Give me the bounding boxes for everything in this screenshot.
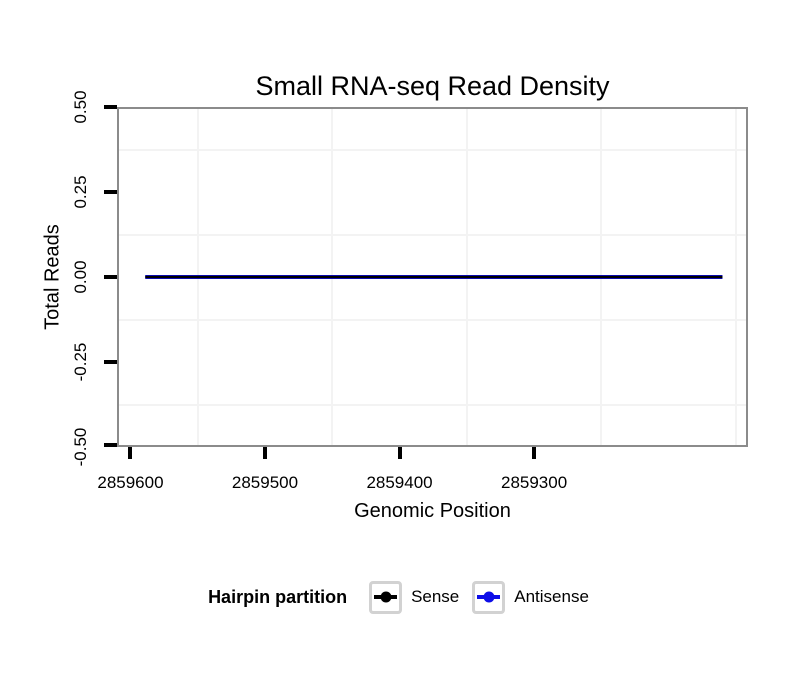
x-axis-tick (532, 447, 537, 459)
y-axis-tick (104, 190, 117, 194)
y-axis-title: Total Reads (41, 224, 64, 330)
legend-entry-label: Antisense (514, 587, 589, 606)
legend-key-antisense (472, 580, 506, 614)
x-axis-tick (128, 447, 133, 459)
y-axis-tick (104, 275, 117, 279)
y-axis-tick (104, 443, 117, 447)
y-axis-tick-label: 0.00 (71, 260, 90, 294)
y-axis-tick (104, 105, 117, 109)
y-axis-tick-label: 0.25 (71, 175, 90, 209)
x-axis-tick-label: 2859600 (97, 473, 164, 492)
legend-entry-label: Sense (411, 587, 460, 606)
minor-gridline-horizontal (119, 403, 746, 406)
y-axis-tick-label: 0.50 (71, 90, 90, 124)
minor-gridline-horizontal (119, 148, 746, 151)
x-axis-tick (262, 447, 267, 459)
legend-key-sense (369, 580, 403, 614)
legend-glyph-point (380, 591, 392, 603)
minor-gridline-horizontal (119, 233, 746, 236)
x-axis-tick-label: 2859500 (231, 473, 299, 492)
legend-entries: Sense Antisense (369, 580, 602, 614)
series-lines (145, 275, 723, 279)
y-axis-tick-label: -0.50 (71, 427, 90, 467)
x-axis-tick (397, 447, 402, 459)
minor-gridline-vertical (734, 109, 737, 445)
legend-glyph-point (483, 591, 495, 603)
legend-title: Hairpin partition (208, 586, 348, 607)
minor-gridline-horizontal (119, 318, 746, 321)
x-axis-tick-label: 2859300 (500, 473, 568, 492)
chart-title: Small RNA-seq Read Density (255, 71, 610, 101)
plot-panel (117, 107, 748, 447)
y-axis-tick-label: -0.25 (71, 342, 90, 382)
legend: Hairpin partition Sense Antisense (0, 579, 810, 615)
y-axis-tick (104, 360, 117, 364)
x-axis-title: Genomic Position (354, 500, 511, 522)
x-axis-tick-label: 2859400 (366, 473, 433, 492)
